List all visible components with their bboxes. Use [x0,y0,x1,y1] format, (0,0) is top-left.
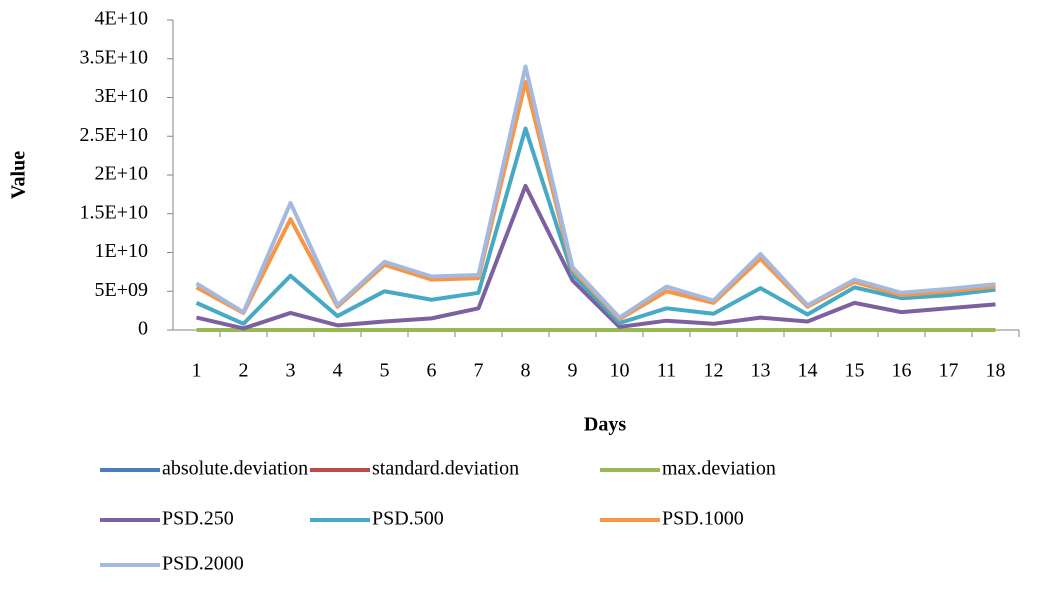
x-tick-label: 16 [892,360,912,382]
y-tick-label: 1.5E+10 [80,201,149,223]
x-tick-label: 15 [845,360,865,382]
x-tick-label: 10 [610,360,630,382]
x-tick-label: 8 [521,360,531,382]
x-tick-label: 17 [939,360,959,382]
series-line [195,126,996,326]
x-tick-label: 6 [427,360,437,382]
x-tick-label: 12 [704,360,724,382]
x-tick-label: 11 [657,360,676,382]
x-tick-label: 7 [474,360,484,382]
legend-label: PSD.1000 [662,508,744,530]
x-tick-label: 9 [568,360,578,382]
y-tick-label: 5E+09 [95,279,149,301]
legend-label: standard.deviation [372,458,519,480]
y-tick-label: 1E+10 [95,240,149,262]
y-tick-label: 0 [138,318,148,340]
legend-label: PSD.250 [162,508,234,530]
y-tick-label: 2E+10 [95,163,149,185]
y-tick-label: 3.5E+10 [80,46,149,68]
series-line [195,64,996,320]
y-tick-label: 2.5E+10 [80,124,149,146]
x-tick-label: 3 [286,360,296,382]
x-tick-label: 5 [380,360,390,382]
x-tick-label: 18 [986,360,1006,382]
x-tick-label: 1 [192,360,202,382]
legend-label: PSD.500 [372,508,444,530]
x-tick-label: 2 [239,360,249,382]
legend-label: PSD.2000 [162,553,244,575]
x-tick-label: 4 [333,360,343,382]
x-tick-label: 14 [798,360,818,382]
y-tick-label: 4E+10 [95,8,149,30]
legend-label: absolute.deviation [162,458,308,480]
legend-label: max.deviation [662,458,776,480]
x-tick-label: 13 [751,360,771,382]
x-axis-title: Days [584,414,626,436]
y-tick-label: 3E+10 [95,85,149,107]
y-axis-title: Value [8,151,30,199]
series-line [196,183,996,331]
